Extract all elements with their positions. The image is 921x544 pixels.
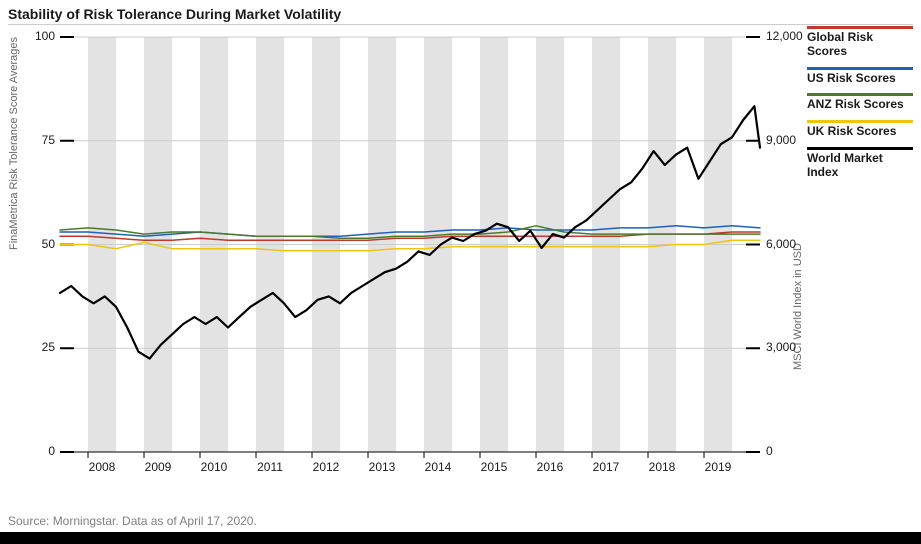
x-tick: 2018 <box>649 460 676 474</box>
legend-swatch <box>807 147 913 150</box>
legend-swatch <box>807 67 913 70</box>
legend-label: World Market Index <box>807 152 913 180</box>
y-right-tick: 12,000 <box>766 29 816 43</box>
legend-label: ANZ Risk Scores <box>807 98 913 112</box>
legend: Global Risk Scores US Risk Scores ANZ Risk… <box>807 26 913 188</box>
x-tick: 2019 <box>705 460 732 474</box>
y-right-tick: 3,000 <box>766 340 816 354</box>
legend-item: ANZ Risk Scores <box>807 93 913 112</box>
legend-item: Global Risk Scores <box>807 26 913 59</box>
x-tick: 2012 <box>313 460 340 474</box>
x-tick: 2017 <box>593 460 620 474</box>
y-right-tick: 9,000 <box>766 133 816 147</box>
chart-container: Stability of Risk Tolerance During Marke… <box>0 0 921 532</box>
chart-title: Stability of Risk Tolerance During Marke… <box>8 6 341 22</box>
x-tick: 2010 <box>201 460 228 474</box>
y-right-tick: 6,000 <box>766 237 816 251</box>
y-left-tick: 25 <box>25 340 55 354</box>
legend-label: Global Risk Scores <box>807 31 913 59</box>
y-axis-left-label: FinaMetrica Risk Tolerance Score Average… <box>8 37 20 250</box>
legend-label: US Risk Scores <box>807 72 913 86</box>
y-right-tick: 0 <box>766 444 816 458</box>
title-rule <box>8 24 913 25</box>
x-tick: 2014 <box>425 460 452 474</box>
legend-swatch <box>807 26 913 29</box>
y-left-tick: 100 <box>25 29 55 43</box>
legend-item: UK Risk Scores <box>807 120 913 139</box>
legend-swatch <box>807 120 913 123</box>
legend-swatch <box>807 93 913 96</box>
legend-label: UK Risk Scores <box>807 125 913 139</box>
y-left-tick: 50 <box>25 237 55 251</box>
x-tick: 2015 <box>481 460 508 474</box>
y-left-tick: 75 <box>25 133 55 147</box>
x-tick: 2016 <box>537 460 564 474</box>
legend-item: World Market Index <box>807 147 913 180</box>
legend-item: US Risk Scores <box>807 67 913 86</box>
y-left-tick: 0 <box>25 444 55 458</box>
x-tick: 2011 <box>257 460 283 474</box>
plot-svg <box>60 32 760 482</box>
source-text: Source: Morningstar. Data as of April 17… <box>8 514 257 528</box>
x-tick: 2009 <box>145 460 172 474</box>
plot-area <box>60 32 760 482</box>
x-tick: 2013 <box>369 460 396 474</box>
x-tick: 2008 <box>89 460 116 474</box>
